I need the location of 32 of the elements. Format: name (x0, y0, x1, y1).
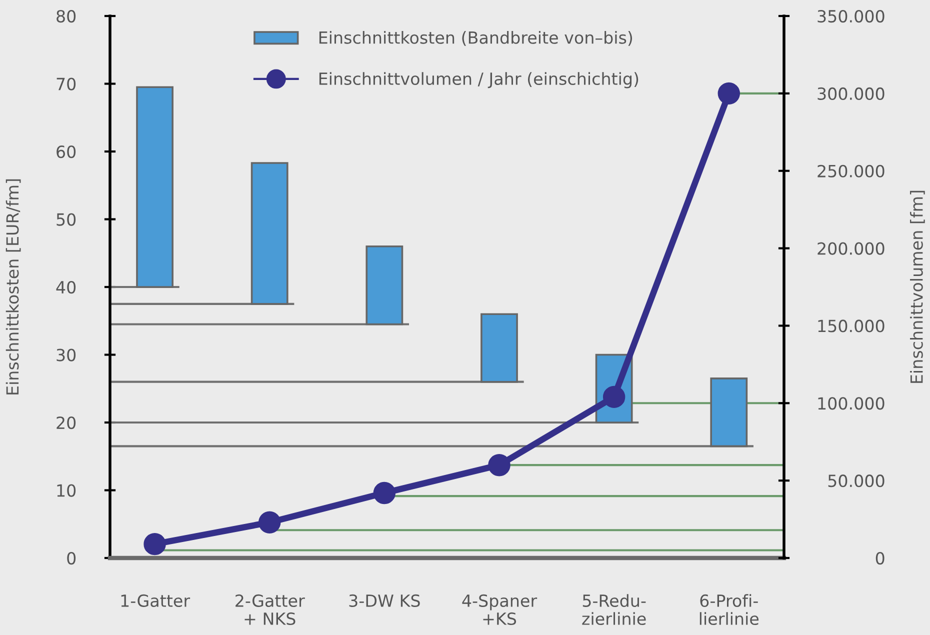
x-tick-label: 5-Redu- zierlinie (582, 594, 646, 626)
y-tick-label: 30 (56, 348, 76, 362)
y-tick-label: 70 (56, 78, 76, 90)
point (258, 511, 281, 534)
x-tick-label: 1-Gatter (121, 594, 190, 608)
y-axis-title: Einschnittkosten [EUR/fm] (6, 179, 21, 394)
point (488, 454, 510, 476)
y2-tick-label: 0 (876, 552, 884, 565)
y-tick-label: 40 (56, 280, 76, 294)
x-tick-label: 3-DW KS (349, 594, 420, 608)
point (373, 482, 396, 504)
x-tick-label: 6-Profi- lierlinie (700, 594, 759, 626)
x-tick-label: 2-Gatter + NKS (236, 594, 305, 626)
y2-tick-label: 300.000 (818, 87, 884, 100)
y-tick-label: 0 (67, 552, 76, 565)
y2-tick-label: 250.000 (818, 164, 884, 178)
y-tick-label: 10 (57, 484, 76, 497)
legend-label: Einschnittvolumen / Jahr (einschichtig) (319, 72, 638, 88)
y-tick-label: 20 (56, 416, 76, 430)
y-tick-label: 50 (56, 213, 76, 226)
y2-tick-label: 150.000 (818, 320, 884, 332)
y2-tick-label: 200.000 (818, 242, 884, 255)
point (144, 532, 166, 556)
y-tick-label: 60 (56, 145, 76, 158)
y2-tick-label: 50.000 (828, 474, 884, 488)
y2-tick-label: 350.000 (818, 10, 884, 23)
y2-tick-label: 100.000 (818, 397, 884, 410)
x-tick-label: 4-Spaner +KS (462, 594, 538, 626)
point (718, 82, 740, 105)
y2-axis-title: Einschnittvolumen [fm] (910, 190, 925, 383)
legend-label: Einschnittkosten (Bandbreite von–bis) (319, 31, 632, 46)
y-tick-label: 80 (56, 10, 76, 23)
